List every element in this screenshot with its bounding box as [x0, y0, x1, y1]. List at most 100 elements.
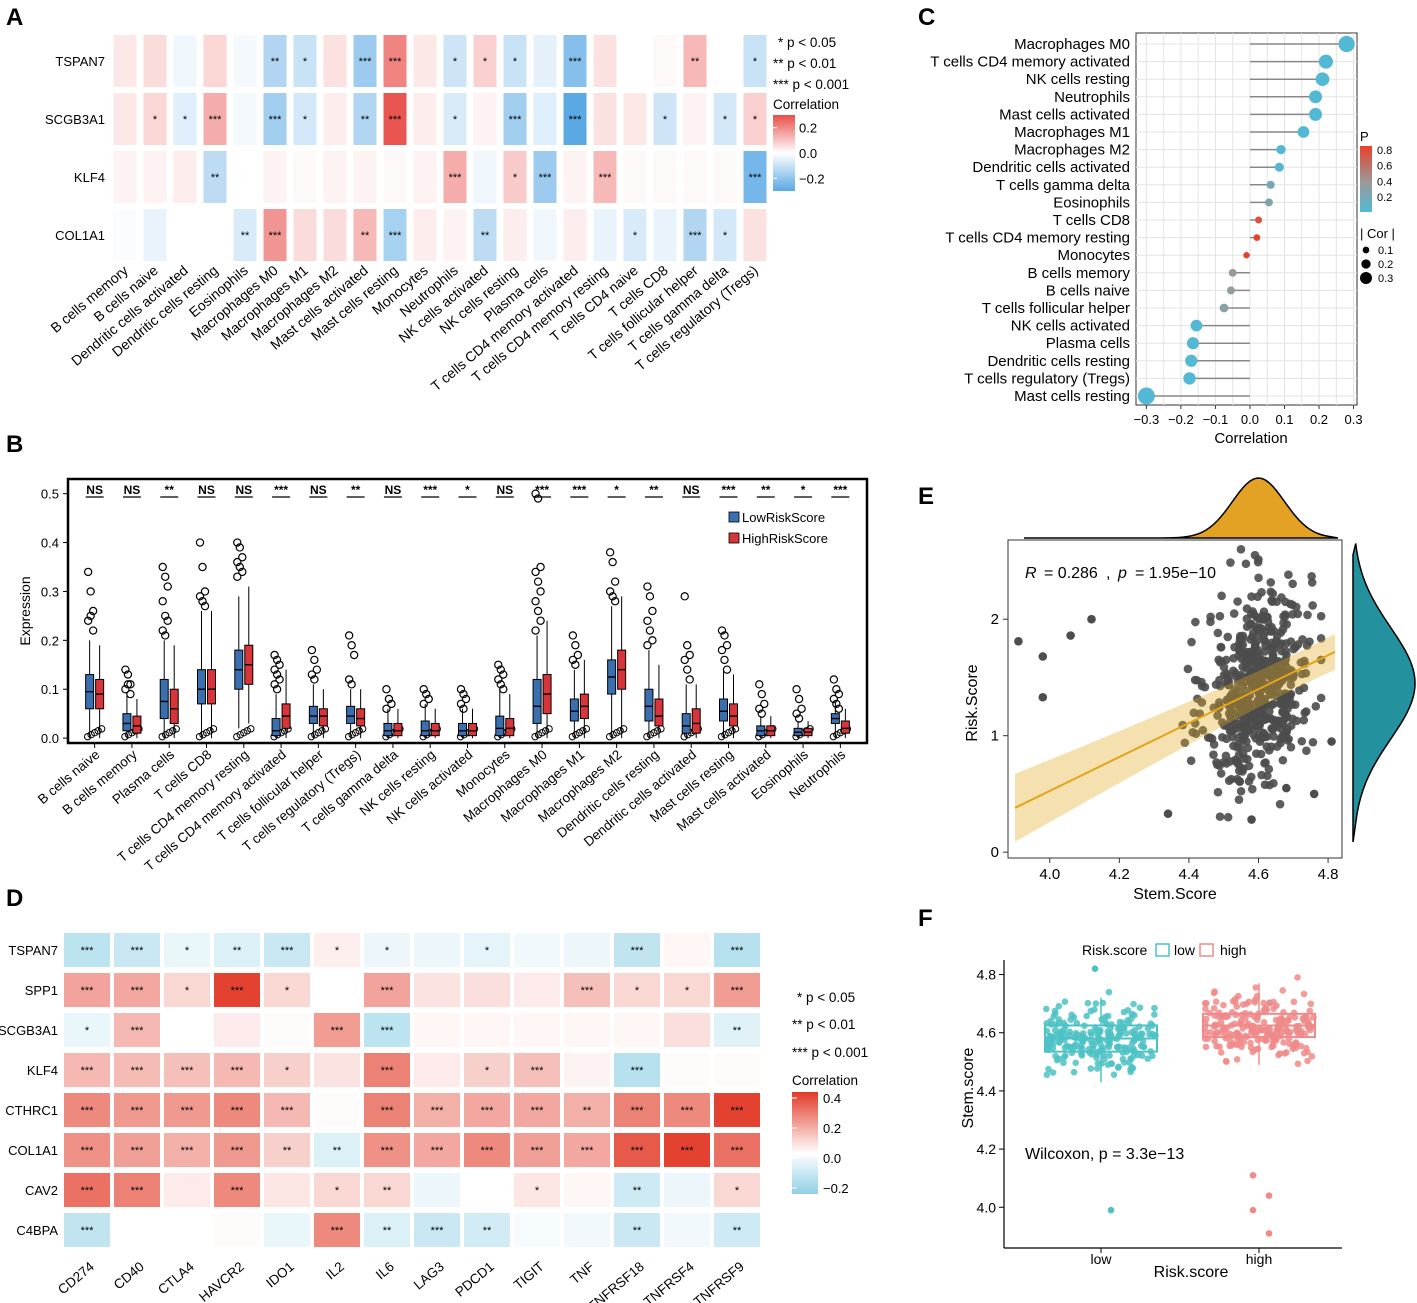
d-cell-spp1-il2: [314, 973, 360, 1007]
b-outlier-t-cells-regulatory-tregs-3: [344, 675, 354, 684]
b-box-lowriskscore-monocytes: [495, 715, 505, 737]
d-cell-c4bpa-il6: [364, 1213, 410, 1247]
cell-col1a1-plasma-cells: [533, 209, 557, 261]
c-size-label-2: 0.3: [1378, 273, 1393, 285]
cell-scgb3a1-mast-cells-resting: [383, 93, 407, 145]
f-point-low-155: [1061, 998, 1069, 1005]
c-size-label-1: 0.2: [1378, 259, 1393, 271]
b-outlier-mast-cells-resting-3: [717, 645, 727, 655]
b-outlier-macrophages-m0-2: [536, 562, 545, 572]
b-outlier-dendritic-cells-resting-5: [648, 636, 657, 645]
d-cell-cthrc1-cd40: [114, 1093, 160, 1127]
d-cell-klf4-cd274: [64, 1053, 110, 1087]
e-point-422: [1219, 662, 1229, 672]
b-box-highriskscore-dendritic-cells-resting: [654, 698, 664, 727]
d-sig-klf4-havcr2: ***: [231, 1065, 245, 1077]
b-low-point-mast-cells-resting-0: [717, 732, 726, 741]
c-label-t-cells-follicular-helper: T cells follicular helper: [982, 300, 1130, 317]
legend-low-swatch: [728, 511, 740, 523]
f-point-low-150: [1101, 1018, 1109, 1026]
e-point-140: [1316, 611, 1326, 621]
cell-col1a1-b-cells-naive: [143, 209, 167, 261]
panel-c-grid: [1136, 33, 1357, 405]
e-point-307: [1186, 756, 1196, 766]
cell-scgb3a1-t-cells-gamma-delta: [713, 93, 737, 145]
f-point-low-208: [1124, 1017, 1132, 1024]
d-cell-cav2-il6: [364, 1173, 410, 1207]
panel-e-right-density: [1352, 543, 1416, 843]
d-cell-col1a1-tnf: [564, 1133, 610, 1167]
c-label-neutrophils: Neutrophils: [1054, 89, 1130, 106]
e-point-542: [1248, 607, 1257, 616]
d-cell-scgb3a1-cd40: [114, 1013, 160, 1047]
b-outlier-t-cells-cd8-5: [200, 601, 210, 611]
d-sig-tspan7-tnfrsf18: ***: [631, 945, 645, 957]
b-outlier-eosinophils-0: [792, 685, 801, 694]
b-outlier-t-cells-follicular-helper-0: [307, 645, 317, 655]
f-point-high-104: [1216, 1043, 1223, 1050]
cell-klf4-t-cells-gamma-delta: [713, 151, 737, 203]
d-sig-scgb3a1-cd40: ***: [131, 1025, 145, 1037]
sig-tspan7-macrophages-m0: **: [271, 56, 280, 68]
panel-label-e: E: [918, 483, 934, 510]
sig-legend-1: * p < 0.05: [778, 35, 836, 50]
panel-label-a: A: [6, 4, 23, 31]
f-point-high-97: [1307, 1000, 1315, 1008]
b-outlier-neutrophils-4: [832, 699, 841, 709]
f-point-low-68: [1136, 1004, 1144, 1011]
b-sig-neutrophils: ***: [833, 483, 847, 497]
f-point-low-134: [1045, 1065, 1052, 1073]
d-sig-c4bpa-cd274: ***: [81, 1225, 95, 1237]
d-cell-spp1-havcr2: [214, 973, 260, 1007]
sig-col1a1-t-cells-follicular-helper: ***: [689, 230, 703, 242]
e-point-546: [1238, 635, 1247, 644]
b-outlier-monocytes-0: [494, 660, 503, 669]
panel-b-boxplot: 0.00.10.20.30.40.5 Expression NS NS ** NS NS…: [17, 477, 869, 874]
f-point-high-151: [1281, 1050, 1289, 1057]
b-low-point-neutrophils-0: [829, 732, 838, 741]
b-box-lowriskscore-dendritic-cells-activated: [681, 713, 691, 734]
b-low-point-b-cells-naive-0: [83, 732, 92, 741]
e-ytick-label-1: 1: [991, 728, 999, 745]
b-outlier-dendritic-cells-activated-5: [685, 675, 694, 684]
b-outlier-t-cells-cd4-memory-resting-6: [233, 572, 242, 581]
sig-tspan7-t-cells-regulatory-tregs: *: [753, 56, 758, 68]
cell-col1a1-nk-cells-resting: [503, 209, 527, 261]
b-low-point-b-cells-memory-1: [124, 730, 133, 739]
e-point-519: [1235, 711, 1244, 720]
d-cell-c4bpa-tigit: [514, 1213, 560, 1247]
b-low-point-macrophages-m2-0: [605, 732, 614, 741]
c-dot-plasma-cells: [1186, 337, 1200, 350]
f-point-low-117: [1059, 1029, 1066, 1036]
d-sig-cthrc1-cd274: ***: [81, 1105, 95, 1117]
d-cell-cav2-tnfrsf18: [614, 1173, 660, 1207]
panel-b-boxes: [83, 489, 852, 741]
e-point-378: [1226, 558, 1235, 567]
d-cell-col1a1-il6: [364, 1133, 410, 1167]
f-ytick-label-4: 4.8: [977, 967, 997, 983]
d-sig-c4bpa-tnfrsf18: **: [633, 1225, 642, 1237]
b-sig-mast-cells-activated: **: [761, 483, 771, 497]
e-point-487: [1254, 730, 1264, 740]
cell-tspan7-t-cells-gamma-delta: [713, 35, 737, 87]
e-point-555: [1213, 628, 1223, 638]
b-outlier-t-cells-cd8-3: [195, 592, 205, 601]
b-outlier-macrophages-m1-2: [573, 650, 583, 660]
b-low-point-b-cells-memory-0: [121, 732, 129, 741]
f-point-low-113: [1052, 1031, 1060, 1039]
panel-e-points: [1014, 545, 1336, 824]
cell-scgb3a1-t-cells-regulatory-tregs: [743, 93, 767, 145]
b-box-lowriskscore-dendritic-cells-resting: [644, 688, 654, 722]
cell-klf4-t-cells-cd8: [653, 151, 677, 203]
e-outlier-point-2: [1087, 614, 1096, 624]
cell-col1a1-t-cells-follicular-helper: [683, 209, 707, 261]
c-dot-t-cells-cd4-memory-resting: [1253, 234, 1261, 241]
cell-col1a1-macrophages-m0: [263, 209, 287, 261]
e-point-25: [1198, 725, 1208, 735]
b-sig-b-cells-memory: NS: [124, 483, 141, 497]
row-label-tspan7: TSPAN7: [55, 54, 105, 69]
f-point-low-218: [1099, 1044, 1107, 1052]
panel-c-lollipop: Macrophages M0T cells CD4 memory activat…: [930, 32, 1395, 447]
f-point-high-117: [1290, 998, 1298, 1006]
e-outlier-point-4: [1038, 692, 1048, 702]
